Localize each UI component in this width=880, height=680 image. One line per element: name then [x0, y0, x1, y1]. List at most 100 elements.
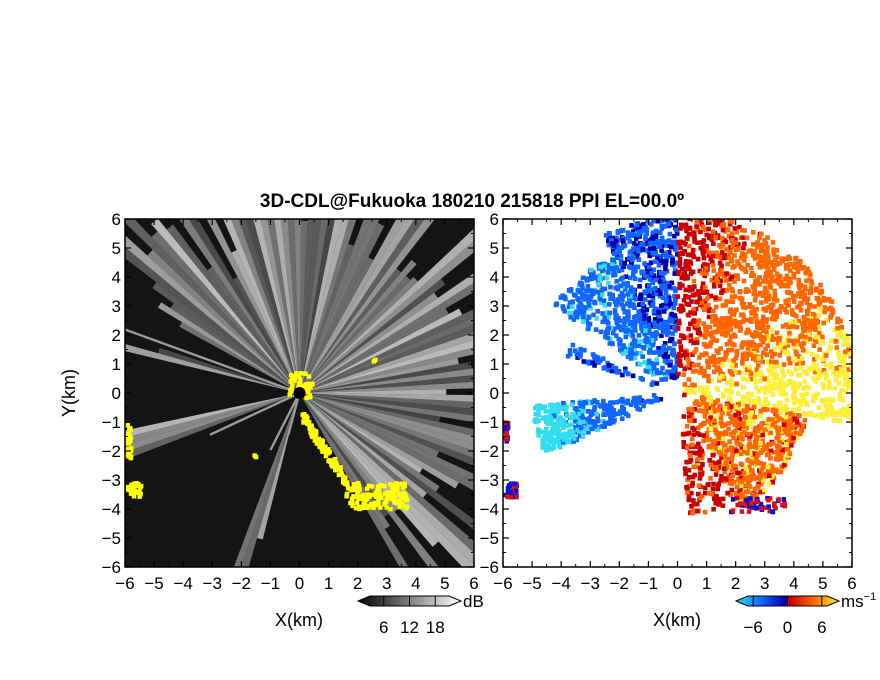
intensity-highlight-pixel	[395, 481, 401, 487]
intensity-highlight-pixel	[392, 498, 397, 504]
velocity-pixel	[575, 288, 581, 293]
velocity-pixel	[578, 289, 584, 295]
y-tick-label: 0	[112, 384, 121, 403]
velocity-pixel	[577, 430, 583, 436]
velocity-pixel	[793, 366, 799, 372]
velocity-pixel	[727, 395, 732, 401]
velocity-pixel	[623, 369, 628, 374]
velocity-pixel	[733, 405, 739, 410]
intensity-highlight-pixel	[387, 482, 393, 487]
velocity-pixel	[800, 324, 806, 330]
velocity-pixel	[614, 320, 620, 326]
velocity-pixel	[672, 261, 677, 267]
velocity-pixel	[769, 359, 774, 364]
intensity-highlight-pixel	[338, 465, 343, 470]
velocity-pixel	[792, 396, 798, 401]
velocity-pixel	[721, 255, 727, 261]
intensity-beam	[299, 393, 459, 489]
velocity-pixel	[672, 294, 677, 299]
velocity-pixel	[750, 491, 755, 497]
velocity-pixel	[606, 325, 612, 331]
velocity-pixel	[685, 490, 690, 496]
velocity-pixel	[730, 288, 735, 294]
velocity-pixel	[705, 331, 710, 336]
intensity-highlight-pixel	[326, 447, 331, 452]
velocity-pixel	[814, 318, 820, 323]
velocity-pixel	[781, 422, 787, 428]
velocity-pixel	[636, 229, 642, 235]
velocity-pixel	[726, 405, 732, 410]
velocity-pixel	[848, 403, 852, 409]
intensity-highlight-pixel	[134, 490, 139, 495]
velocity-pixel	[722, 288, 728, 294]
velocity-pixel	[770, 479, 776, 485]
velocity-pixel	[745, 318, 751, 323]
velocity-pixel	[841, 406, 846, 412]
velocity-pixel	[553, 438, 558, 444]
intensity-highlight-pixel	[131, 493, 137, 499]
velocity-pixel	[620, 351, 626, 356]
velocity-pixel	[565, 422, 570, 428]
velocity-pixel	[784, 310, 789, 315]
velocity-pixel	[544, 414, 549, 420]
velocity-pixel	[581, 308, 587, 313]
velocity-pixel	[854, 395, 859, 400]
intensity-highlight-pixel	[351, 482, 357, 487]
velocity-pixel	[651, 240, 657, 246]
intensity-highlight-pixel	[355, 490, 360, 495]
velocity-pixel	[782, 345, 787, 350]
velocity-pixel	[648, 300, 653, 306]
velocity-pixel	[567, 431, 573, 436]
radar-center	[672, 388, 683, 398]
velocity-pixel	[712, 362, 717, 368]
velocity-pixel	[658, 219, 663, 224]
velocity-pixel	[643, 289, 649, 295]
velocity-pixel	[592, 404, 598, 410]
velocity-pixel	[641, 318, 647, 323]
velocity-pixel	[586, 303, 592, 308]
velocity-pixel	[623, 349, 629, 354]
velocity-pixel	[573, 425, 579, 430]
velocity-pixel	[720, 227, 726, 233]
velocity-pixel	[770, 392, 776, 398]
velocity-pixel	[723, 430, 728, 435]
velocity-pixel	[758, 481, 764, 487]
velocity-pixel	[774, 254, 780, 260]
velocity-pixel	[685, 252, 691, 257]
velocity-pixel	[841, 359, 846, 365]
velocity-pixel	[713, 304, 719, 310]
intensity-highlight-pixel	[310, 382, 315, 387]
velocity-pixel	[706, 314, 712, 320]
velocity-pixel	[852, 377, 857, 382]
velocity-pixel	[666, 250, 672, 255]
velocity-pixel	[578, 301, 583, 306]
velocity-pixel	[791, 264, 797, 270]
velocity-pixel	[630, 303, 636, 309]
velocity-pixel	[700, 251, 706, 256]
velocity-pixel	[662, 223, 668, 229]
intensity-highlight-pixel	[376, 498, 381, 503]
velocity-pixel	[729, 487, 735, 493]
velocity-pixel	[595, 418, 601, 424]
velocity-pixel	[567, 311, 572, 316]
velocity-pixel	[677, 307, 683, 312]
x-tick-label: 1	[324, 574, 333, 593]
velocity-pixel	[627, 239, 632, 244]
velocity-pixel	[624, 400, 630, 406]
velocity-pixel	[804, 384, 809, 390]
velocity-pixel	[679, 304, 684, 310]
velocity-pixel	[555, 425, 561, 430]
velocity-pixel	[726, 426, 731, 432]
velocity-pixel	[692, 418, 697, 423]
velocity-pixel	[680, 307, 686, 313]
intensity-beam	[299, 393, 441, 422]
velocity-pixel	[727, 340, 733, 345]
velocity-pixel	[616, 268, 622, 274]
velocity-pixel	[721, 376, 727, 381]
intensity-highlight-pixel	[290, 374, 296, 380]
velocity-pixel	[708, 402, 713, 408]
velocity-pixel	[715, 279, 720, 285]
velocity-pixel	[682, 249, 688, 254]
intensity-highlight-pixel	[375, 484, 381, 489]
intensity-beam	[274, 219, 300, 393]
